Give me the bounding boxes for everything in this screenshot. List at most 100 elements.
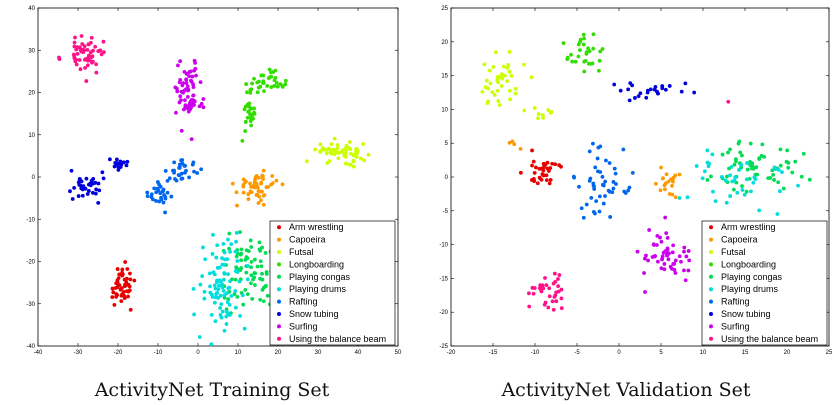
data-point xyxy=(770,168,775,173)
data-point xyxy=(694,164,699,168)
data-point xyxy=(591,32,596,37)
data-point xyxy=(728,147,732,152)
data-point xyxy=(556,277,560,281)
data-point xyxy=(228,249,232,254)
data-point xyxy=(249,87,254,92)
x-tick-label: -10 xyxy=(154,350,163,356)
data-point xyxy=(94,187,99,192)
x-tick-label: 0 xyxy=(196,350,200,356)
data-point xyxy=(171,168,175,173)
data-point xyxy=(621,147,626,152)
data-point xyxy=(90,190,95,195)
data-point xyxy=(96,201,101,205)
data-point xyxy=(249,265,254,270)
data-point xyxy=(252,257,257,262)
data-point xyxy=(240,138,245,143)
data-point xyxy=(119,162,124,167)
data-point xyxy=(184,71,189,76)
data-point xyxy=(179,128,184,133)
legend-label: Futsal xyxy=(289,247,314,257)
data-point xyxy=(532,106,537,110)
data-point xyxy=(532,170,537,175)
data-point xyxy=(559,164,563,169)
data-point xyxy=(250,81,254,86)
data-point xyxy=(587,178,592,183)
data-point xyxy=(658,188,663,193)
data-point xyxy=(490,90,495,95)
data-point xyxy=(614,182,618,186)
data-point xyxy=(513,86,518,91)
x-tick-label: 30 xyxy=(315,350,322,356)
y-tick-label: 10 xyxy=(441,107,448,113)
data-point xyxy=(225,300,230,305)
data-point xyxy=(598,144,603,149)
data-point xyxy=(592,187,597,191)
data-point xyxy=(762,154,766,159)
data-point xyxy=(682,268,686,273)
x-tick-label: 5 xyxy=(659,350,663,356)
data-point xyxy=(280,84,285,89)
data-point xyxy=(507,49,512,54)
data-point xyxy=(499,84,504,88)
data-point xyxy=(557,273,562,277)
data-point xyxy=(482,62,487,67)
data-point xyxy=(250,297,255,301)
data-point xyxy=(487,68,492,73)
data-point xyxy=(776,180,781,185)
data-point xyxy=(176,63,180,68)
data-point xyxy=(73,59,78,64)
data-point xyxy=(492,93,497,97)
data-point xyxy=(673,271,678,275)
data-point xyxy=(182,164,187,168)
data-point xyxy=(498,74,502,79)
data-point xyxy=(149,192,154,197)
data-point xyxy=(128,271,132,276)
data-point xyxy=(583,58,588,63)
data-point xyxy=(191,85,196,90)
data-point xyxy=(771,172,776,177)
data-point xyxy=(507,140,512,145)
data-point xyxy=(128,277,133,282)
data-point xyxy=(351,164,356,169)
data-point xyxy=(89,55,94,60)
data-point xyxy=(79,34,84,38)
data-point xyxy=(366,152,371,157)
data-point xyxy=(757,157,762,161)
data-point xyxy=(561,41,566,46)
data-point xyxy=(723,178,728,183)
legend-label: Using the balance beam xyxy=(721,334,818,344)
data-point xyxy=(660,256,664,261)
data-point xyxy=(183,103,188,108)
data-point xyxy=(256,201,261,205)
data-point xyxy=(120,293,125,298)
legend-label: Longboarding xyxy=(289,259,344,269)
data-point xyxy=(662,267,667,272)
legend-marker xyxy=(277,299,281,304)
y-tick-label: 0 xyxy=(445,175,449,181)
data-point xyxy=(101,39,106,44)
data-point xyxy=(77,58,82,62)
data-point xyxy=(185,95,190,99)
data-point xyxy=(239,258,244,263)
data-point xyxy=(220,256,224,261)
data-point xyxy=(542,302,547,307)
data-point xyxy=(529,75,534,80)
data-point xyxy=(623,191,628,195)
data-point xyxy=(480,90,485,94)
data-point xyxy=(254,181,259,186)
data-point xyxy=(85,63,90,68)
data-point xyxy=(667,84,672,88)
data-point xyxy=(252,76,256,81)
data-point xyxy=(252,275,257,280)
data-point xyxy=(584,202,589,207)
data-point xyxy=(270,174,275,178)
data-point xyxy=(661,250,666,255)
data-point xyxy=(174,110,178,115)
data-point xyxy=(189,103,194,108)
data-point xyxy=(96,181,101,186)
data-point xyxy=(513,91,518,96)
data-point xyxy=(740,188,745,192)
data-point xyxy=(212,300,217,305)
data-point xyxy=(589,196,594,200)
data-point xyxy=(177,80,182,85)
